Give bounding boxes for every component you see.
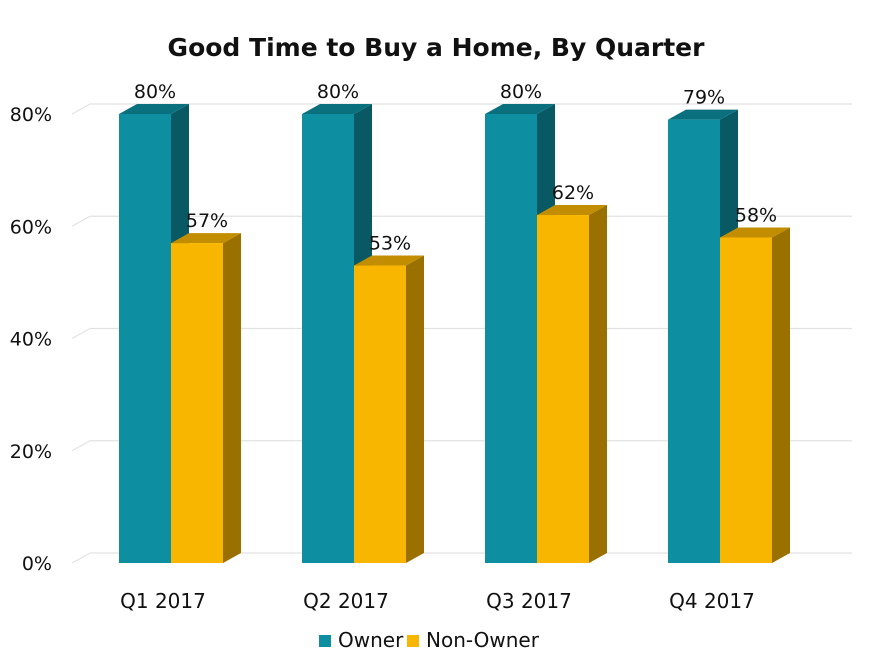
bar-non-owner-q3-2017 [537, 205, 607, 563]
bar-side-face [406, 255, 424, 563]
data-label-non-owner: 62% [552, 182, 594, 204]
bar-side-face [772, 227, 790, 563]
gridline-diagonal [71, 552, 91, 564]
bar-non-owner-q1-2017 [171, 233, 241, 563]
bar-front-face [354, 265, 406, 563]
y-tick-label: 0% [22, 553, 52, 575]
gridline-diagonal [71, 440, 91, 452]
bar-top-face [119, 104, 189, 114]
bar-owner-q4-2017 [668, 109, 738, 564]
bar-side-face [589, 205, 607, 563]
legend-label: Non-Owner [426, 628, 540, 652]
legend-item-non-owner: Non-Owner [407, 628, 540, 652]
legend: Owner Non-Owner [319, 628, 540, 652]
data-label-non-owner: 53% [369, 233, 411, 255]
gridline-diagonal [71, 103, 91, 115]
bar-front-face [720, 237, 772, 563]
data-label-non-owner: 57% [186, 210, 228, 232]
bar-top-face [720, 227, 790, 238]
data-label-owner: 79% [683, 87, 725, 109]
x-category-label: Q3 2017 [486, 589, 572, 613]
gridline-diagonal [71, 327, 91, 340]
bar-non-owner-q4-2017 [720, 227, 790, 563]
bar-front-face [171, 243, 223, 563]
data-label-owner: 80% [134, 81, 176, 103]
x-category-label: Q1 2017 [120, 589, 206, 613]
chart-title: Good Time to Buy a Home, By Quarter [168, 33, 706, 62]
bar-top-face [485, 104, 555, 114]
bar-front-face [537, 215, 589, 563]
bar-top-face [668, 109, 738, 120]
data-label-owner: 80% [500, 81, 542, 103]
legend-swatch [319, 635, 331, 647]
legend-swatch [407, 635, 419, 647]
bar-front-face [119, 114, 171, 563]
bar-front-face [302, 114, 354, 563]
bars-layer [119, 104, 790, 564]
bar-front-face [668, 119, 720, 564]
data-label-owner: 80% [317, 81, 359, 103]
bar-front-face [485, 114, 537, 563]
bar-top-face [537, 205, 607, 216]
y-tick-label: 40% [10, 329, 52, 351]
legend-label: Owner [338, 628, 404, 652]
legend-item-owner: Owner [319, 628, 404, 652]
y-tick-label: 20% [10, 441, 52, 463]
x-category-label: Q4 2017 [669, 589, 755, 613]
bar-non-owner-q2-2017 [354, 255, 424, 563]
gridline-diagonal [71, 215, 91, 227]
x-category-label: Q2 2017 [303, 589, 389, 613]
bar-top-face [354, 255, 424, 266]
data-label-non-owner: 58% [735, 204, 777, 226]
labels-layer: 0% 20% 40% 60% 80% 80% 57% Q1 2017 80% 53% Q2 2017… [10, 81, 777, 613]
bar-top-face [171, 233, 241, 244]
y-tick-label: 60% [10, 216, 52, 238]
bar-top-face [302, 104, 372, 114]
y-tick-label: 80% [10, 104, 52, 126]
bar-side-face [223, 233, 241, 563]
